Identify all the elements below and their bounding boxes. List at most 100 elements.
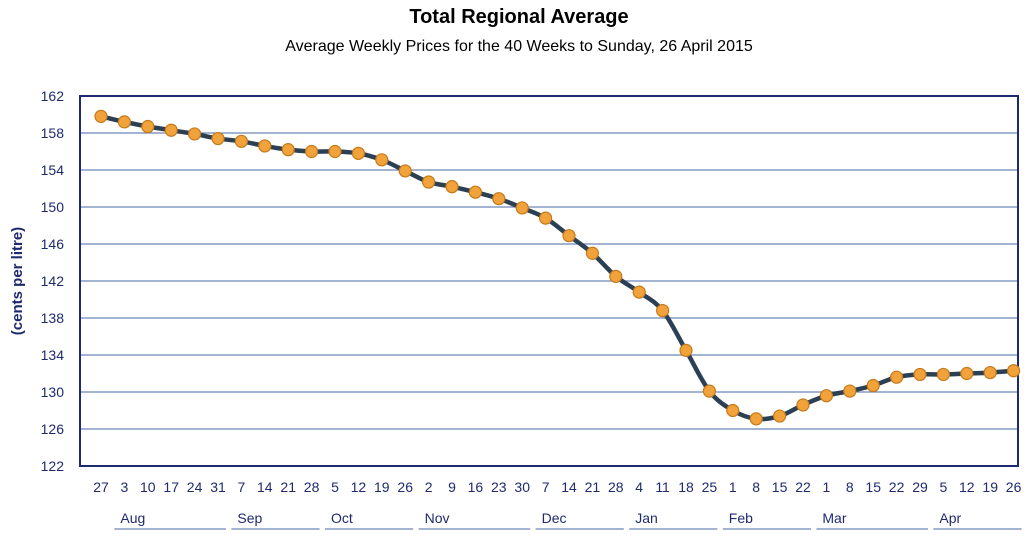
x-axis-ticks: 27 3 10 17 24 31 7 14 21 28 5 12 19 26 2 9 16 23 30 7 14 21 28… [93,479,1021,495]
data-point [94,109,108,123]
data-point [819,389,834,403]
data-point [632,285,646,299]
data-point [375,153,389,167]
data-point [562,229,576,243]
data-point [398,164,412,178]
plot-frame [79,95,1019,467]
price-line [98,114,1016,422]
y-axis-label: (cents per litre) [9,227,26,335]
x-tick-label: 26 [1006,479,1022,495]
x-tick-label: 14 [561,479,577,495]
data-point [749,412,763,426]
x-tick-label: 18 [678,479,694,495]
y-tick-label: 130 [41,384,65,400]
data-point [515,201,529,215]
x-tick-label: 24 [187,479,203,495]
data-point [1006,364,1021,378]
x-tick-label: 2 [425,479,433,495]
month-label: Aug [120,510,145,526]
x-tick-label: 22 [889,479,905,495]
data-point [468,185,482,199]
data-point [445,180,459,194]
gridlines [80,132,1018,430]
x-tick-label: 9 [448,479,456,495]
x-tick-label: 30 [514,479,530,495]
month-label: Feb [729,510,753,526]
y-tick-label: 138 [41,310,65,326]
y-tick-label: 122 [41,458,65,474]
y-tick-label: 154 [41,162,65,178]
x-tick-label: 7 [238,479,246,495]
x-tick-label: 12 [351,479,367,495]
month-label: Oct [331,510,353,526]
x-tick-label: 31 [210,479,226,495]
x-tick-label: 5 [331,479,339,495]
data-point [889,370,904,384]
data-point [492,192,506,206]
data-point [866,378,880,393]
data-point [913,367,927,382]
data-point [772,409,787,423]
x-tick-label: 27 [93,479,109,495]
x-tick-label: 1 [729,479,737,495]
y-tick-label: 158 [41,125,65,141]
x-tick-label: 23 [491,479,507,495]
data-point [211,131,225,146]
data-point [983,365,997,380]
x-tick-label: 21 [585,479,601,495]
x-tick-label: 15 [772,479,788,495]
x-tick-label: 1 [823,479,831,495]
x-tick-label: 25 [702,479,718,495]
month-label: Dec [542,510,567,526]
data-point [655,304,670,318]
x-tick-label: 5 [940,479,948,495]
x-tick-label: 29 [912,479,928,495]
y-axis-ticks: 122 126 130 134 138 142 146 150 154 158 162 [41,88,65,474]
x-tick-label: 14 [257,479,273,495]
y-tick-label: 150 [41,199,65,215]
x-tick-label: 12 [959,479,975,495]
data-point [141,119,155,134]
y-tick-label: 146 [41,236,65,252]
y-tick-label: 134 [41,347,65,363]
x-tick-label: 11 [655,479,670,495]
month-label: Sep [237,510,262,526]
data-point [679,343,693,357]
y-tick-label: 162 [41,88,65,104]
x-tick-label: 19 [374,479,390,495]
data-point [117,115,132,129]
month-label: Jan [635,510,658,526]
month-label: Nov [425,510,450,526]
data-point [936,367,951,382]
data-point [234,134,248,148]
data-point [538,211,553,225]
y-tick-label: 142 [41,273,65,289]
chart-subtitle: Average Weekly Prices for the 40 Weeks t… [285,38,753,55]
x-tick-label: 28 [608,479,624,495]
x-tick-label: 15 [865,479,881,495]
data-point [422,175,436,189]
x-tick-label: 28 [304,479,320,495]
x-tick-label: 19 [982,479,998,495]
month-labels: Aug Sep Oct Nov Dec Jan Feb Mar Apr [114,510,1022,530]
data-point [843,384,857,398]
x-tick-label: 4 [635,479,643,495]
month-label: Mar [822,510,846,526]
x-tick-label: 8 [752,479,760,495]
x-tick-label: 3 [121,479,129,495]
data-point [281,143,295,157]
data-points [94,109,1021,426]
y-tick-label: 126 [41,421,65,437]
data-point [960,366,974,381]
chart-title: Total Regional Average [409,6,629,28]
x-tick-label: 21 [280,479,296,495]
data-point [328,144,342,159]
data-point [188,127,202,141]
x-tick-label: 17 [163,479,179,495]
month-label: Apr [939,510,961,526]
data-point [796,398,810,412]
x-tick-label: 8 [846,479,854,495]
x-tick-label: 22 [795,479,811,495]
data-point [305,144,319,159]
